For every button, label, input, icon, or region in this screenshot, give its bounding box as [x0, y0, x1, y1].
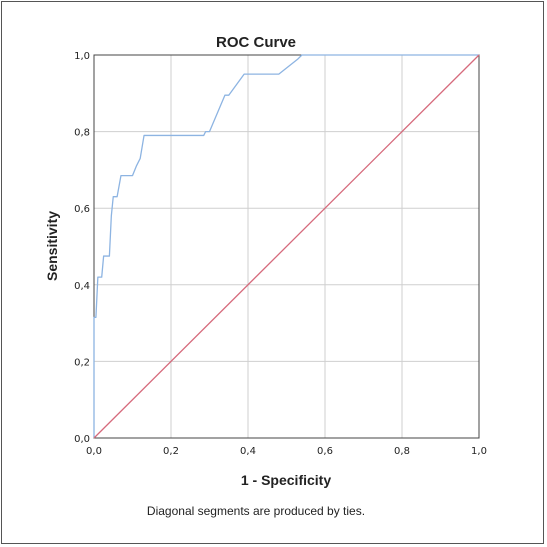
- x-tick-label: 0,8: [394, 446, 410, 457]
- x-axis-ticks: 0,0 0,2 0,4 0,6 0,8 1,0: [86, 446, 487, 457]
- y-tick-label: 1,0: [74, 51, 90, 62]
- x-tick-label: 0,0: [86, 446, 102, 457]
- roc-curve-line: [93, 54, 479, 438]
- y-tick-label: 0,8: [74, 128, 90, 139]
- y-tick-label: 0,4: [74, 281, 90, 292]
- x-tick-label: 0,4: [240, 446, 256, 457]
- y-tick-label: 0,0: [74, 434, 90, 445]
- y-axis-ticks: 0,0 0,2 0,4 0,6 0,8 1,0: [74, 51, 90, 445]
- x-axis-title: 1 - Specificity: [241, 472, 331, 488]
- footnote: Diagonal segments are produced by ties.: [147, 504, 365, 518]
- y-axis-title: Sensitivity: [44, 211, 60, 281]
- x-tick-label: 1,0: [471, 446, 487, 457]
- x-tick-label: 0,2: [163, 446, 179, 457]
- x-tick-label: 0,6: [317, 446, 333, 457]
- reference-diagonal-line: [93, 54, 480, 439]
- chart-title: ROC Curve: [216, 34, 296, 51]
- y-tick-label: 0,6: [74, 204, 90, 215]
- y-tick-label: 0,2: [74, 357, 90, 368]
- plot-area: [93, 54, 480, 439]
- series-layer: [93, 54, 480, 439]
